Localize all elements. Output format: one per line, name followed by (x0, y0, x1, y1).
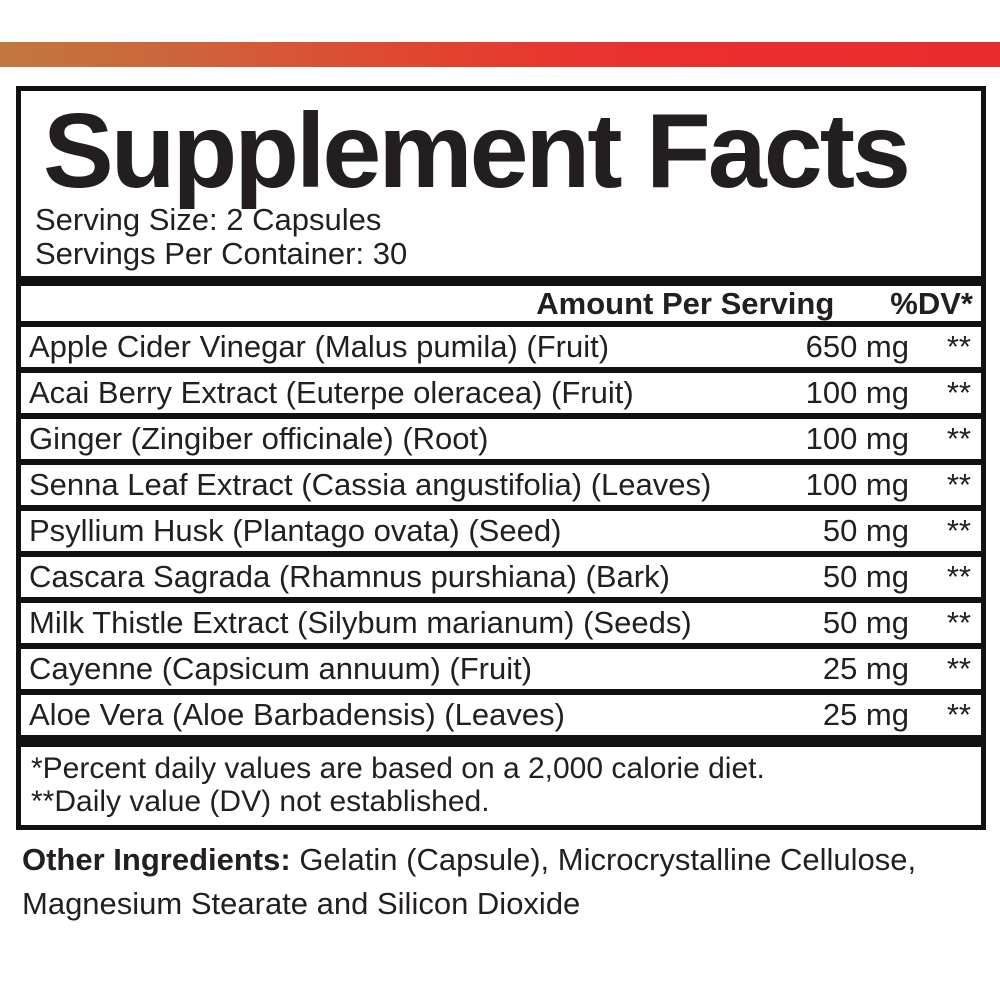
ingredient-dv: ** (946, 697, 971, 732)
ingredient-amount: 650 mg (805, 329, 909, 364)
row-divider (21, 505, 981, 511)
ingredient-row: Psyllium Husk (Plantago ovata) (Seed) 50… (21, 511, 981, 551)
other-ingredients-line1: Gelatin (Capsule), Microcrystalline Cell… (290, 842, 917, 877)
supplement-facts-panel: Supplement Facts Serving Size: 2 Capsule… (16, 86, 986, 830)
ingredient-name: Apple Cider Vinegar (Malus pumila) (Frui… (29, 329, 610, 364)
ingredient-dv: ** (946, 421, 971, 456)
row-divider (21, 459, 981, 465)
ingredient-dv: ** (946, 605, 971, 640)
ingredient-row: Cascara Sagrada (Rhamnus purshiana) (Bar… (21, 557, 981, 597)
ingredient-name: Ginger (Zingiber officinale) (Root) (29, 421, 489, 456)
footnote-percent-dv: *Percent daily values are based on a 2,0… (31, 752, 765, 785)
ingredient-name: Acai Berry Extract (Euterpe oleracea) (F… (29, 375, 634, 410)
ingredient-name: Psyllium Husk (Plantago ovata) (Seed) (29, 513, 562, 548)
ingredient-row: Ginger (Zingiber officinale) (Root) 100 … (21, 419, 981, 459)
serving-size-text: Serving Size: 2 Capsules (35, 202, 382, 237)
footnotes: *Percent daily values are based on a 2,0… (31, 752, 981, 818)
gradient-accent-bar (0, 42, 1000, 67)
ingredient-row: Aloe Vera (Aloe Barbadensis) (Leaves) 25… (21, 695, 981, 735)
ingredient-row: Apple Cider Vinegar (Malus pumila) (Frui… (21, 327, 981, 367)
row-divider (21, 367, 981, 373)
row-divider (21, 551, 981, 557)
row-divider (21, 413, 981, 419)
ingredient-row: Cayenne (Capsicum annuum) (Fruit) 25 mg … (21, 649, 981, 689)
ingredient-dv: ** (946, 513, 971, 548)
ingredient-dv: ** (946, 559, 971, 594)
ingredient-amount: 50 mg (822, 559, 909, 594)
footnote-dv-not-established: **Daily value (DV) not established. (31, 785, 490, 818)
row-divider (21, 597, 981, 603)
ingredient-amount: 100 mg (805, 421, 909, 456)
ingredient-name: Senna Leaf Extract (Cassia angustifolia)… (29, 467, 712, 502)
ingredient-row: Milk Thistle Extract (Silybum marianum) … (21, 603, 981, 643)
ingredient-row: Senna Leaf Extract (Cassia angustifolia)… (21, 465, 981, 505)
row-divider (21, 643, 981, 649)
ingredient-amount: 50 mg (822, 605, 909, 640)
ingredient-amount: 100 mg (805, 375, 909, 410)
ingredient-amount: 25 mg (822, 697, 909, 732)
ingredient-amount: 50 mg (822, 513, 909, 548)
percent-dv-header: %DV* (890, 285, 973, 321)
ingredient-dv: ** (946, 651, 971, 686)
other-ingredients-label: Other Ingredients: (22, 842, 291, 877)
servings-per-container-text: Servings Per Container: 30 (35, 236, 408, 271)
panel-title: Supplement Facts (43, 92, 911, 210)
amount-per-serving-header: Amount Per Serving (536, 285, 835, 321)
other-ingredients: Other Ingredients: Gelatin (Capsule), Mi… (22, 838, 972, 926)
divider-thick-bottom (21, 735, 981, 747)
ingredient-amount: 25 mg (822, 651, 909, 686)
divider-thick-top (21, 276, 981, 286)
other-ingredients-line2: Magnesium Stearate and Silicon Dioxide (22, 886, 581, 921)
ingredient-name: Milk Thistle Extract (Silybum marianum) … (29, 605, 692, 640)
divider-under-header (21, 321, 981, 327)
row-divider (21, 689, 981, 695)
ingredient-row: Acai Berry Extract (Euterpe oleracea) (F… (21, 373, 981, 413)
ingredient-name: Cayenne (Capsicum annuum) (Fruit) (29, 651, 533, 686)
ingredient-name: Aloe Vera (Aloe Barbadensis) (Leaves) (29, 697, 565, 732)
table-header-row: Amount Per Serving %DV* (21, 286, 981, 321)
ingredient-dv: ** (946, 375, 971, 410)
ingredient-dv: ** (946, 329, 971, 364)
ingredient-name: Cascara Sagrada (Rhamnus purshiana) (Bar… (29, 559, 670, 594)
ingredient-amount: 100 mg (805, 467, 909, 502)
ingredient-dv: ** (946, 467, 971, 502)
